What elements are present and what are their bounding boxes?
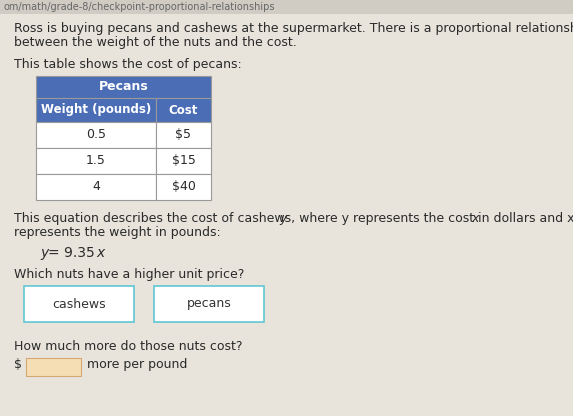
Text: om/math/grade-8/checkpoint-proportional-relationships: om/math/grade-8/checkpoint-proportional-… xyxy=(4,2,276,12)
Text: $: $ xyxy=(14,358,22,371)
Text: y: y xyxy=(40,246,48,260)
Text: This equation describes the cost of cashews, where y represents the cost in doll: This equation describes the cost of cash… xyxy=(14,212,573,225)
Text: How much more do those nuts cost?: How much more do those nuts cost? xyxy=(14,340,242,353)
Text: Pecans: Pecans xyxy=(99,81,148,94)
FancyBboxPatch shape xyxy=(24,286,134,322)
FancyBboxPatch shape xyxy=(156,148,211,174)
Text: x: x xyxy=(96,246,104,260)
Text: represents the weight in pounds:: represents the weight in pounds: xyxy=(14,226,221,239)
FancyBboxPatch shape xyxy=(26,358,81,376)
Text: pecans: pecans xyxy=(187,297,231,310)
Text: 0.5: 0.5 xyxy=(86,129,106,141)
Text: 1.5: 1.5 xyxy=(86,154,106,168)
FancyBboxPatch shape xyxy=(154,286,264,322)
FancyBboxPatch shape xyxy=(156,174,211,200)
Text: Ross is buying pecans and cashews at the supermarket. There is a proportional re: Ross is buying pecans and cashews at the… xyxy=(14,22,573,35)
FancyBboxPatch shape xyxy=(36,174,156,200)
FancyBboxPatch shape xyxy=(156,98,211,122)
FancyBboxPatch shape xyxy=(36,98,156,122)
Text: 4: 4 xyxy=(92,181,100,193)
Text: Cost: Cost xyxy=(169,104,198,116)
FancyBboxPatch shape xyxy=(0,0,573,14)
Text: This table shows the cost of pecans:: This table shows the cost of pecans: xyxy=(14,58,242,71)
FancyBboxPatch shape xyxy=(36,148,156,174)
Text: = 9.35: = 9.35 xyxy=(48,246,95,260)
Text: Weight (pounds): Weight (pounds) xyxy=(41,104,151,116)
Text: $5: $5 xyxy=(175,129,191,141)
Text: x: x xyxy=(471,212,478,225)
Text: $15: $15 xyxy=(171,154,195,168)
FancyBboxPatch shape xyxy=(156,122,211,148)
Text: y: y xyxy=(279,212,286,225)
Text: $40: $40 xyxy=(171,181,195,193)
Text: Which nuts have a higher unit price?: Which nuts have a higher unit price? xyxy=(14,268,244,281)
Text: between the weight of the nuts and the cost.: between the weight of the nuts and the c… xyxy=(14,36,297,49)
Text: more per pound: more per pound xyxy=(87,358,187,371)
FancyBboxPatch shape xyxy=(36,76,211,98)
Text: cashews: cashews xyxy=(52,297,106,310)
FancyBboxPatch shape xyxy=(36,122,156,148)
